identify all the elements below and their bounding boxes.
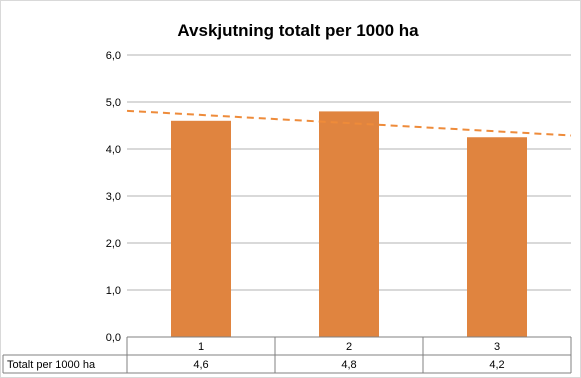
y-tick-label: 0,0: [106, 332, 121, 344]
table-series-name: Totalt per 1000 ha: [7, 359, 96, 371]
y-tick-label: 1,0: [106, 285, 121, 297]
y-tick-label: 6,0: [106, 50, 121, 62]
y-axis-ticks: 0,0 1,0 2,0 3,0 4,0 5,0 6,0: [106, 50, 121, 344]
y-tick-label: 4,0: [106, 144, 121, 156]
bar: [319, 111, 379, 338]
y-tick-label: 5,0: [106, 97, 121, 109]
table-value: 4,8: [341, 359, 356, 371]
y-tick-label: 3,0: [106, 191, 121, 203]
trendline-group: [126, 109, 572, 137]
table-value: 4,6: [193, 359, 208, 371]
x-category-label: 1: [198, 341, 204, 353]
bars: [171, 111, 527, 338]
data-table: 1 2 3 Totalt per 1000 ha 4,6 4,8 4,2: [2, 336, 572, 374]
trendline: [126, 109, 572, 137]
chart-title: Avskjutning totalt per 1000 ha: [177, 21, 419, 40]
bar: [171, 120, 231, 337]
x-category-label: 2: [346, 341, 352, 353]
table-value: 4,2: [489, 359, 504, 371]
y-tick-label: 2,0: [106, 238, 121, 250]
x-category-label: 3: [494, 341, 500, 353]
bar: [467, 137, 527, 337]
